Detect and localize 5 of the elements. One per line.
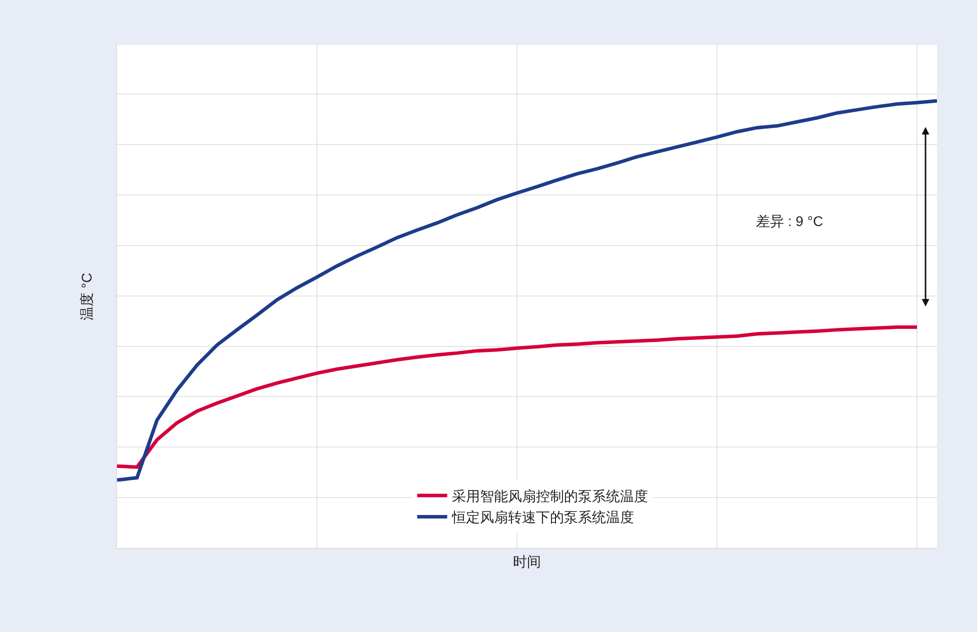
y-axis-title: 温度 °C [78,272,95,320]
legend-label: 恒定风扇转速下的泵系统温度 [451,509,634,526]
legend-label: 采用智能风扇控制的泵系统温度 [452,488,648,504]
annotation: 差异 : 9 °C [756,213,824,229]
x-axis-title: 时间 [513,553,541,570]
